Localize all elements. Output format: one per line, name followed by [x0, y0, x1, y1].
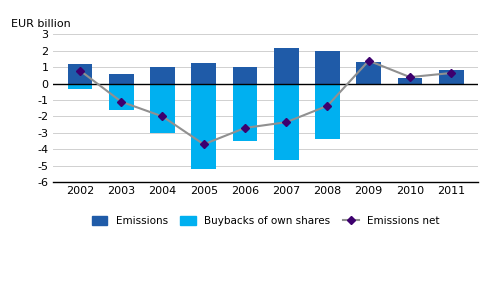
Bar: [150, 67, 175, 84]
Bar: [233, 67, 257, 84]
Bar: [68, 84, 92, 89]
Bar: [274, 48, 299, 84]
Bar: [439, 70, 463, 84]
Bar: [356, 62, 381, 84]
Bar: [233, 84, 257, 141]
Bar: [150, 84, 175, 133]
Legend: Emissions, Buybacks of own shares, Emissions net: Emissions, Buybacks of own shares, Emiss…: [88, 211, 444, 230]
Bar: [191, 63, 216, 84]
Bar: [68, 64, 92, 84]
Bar: [109, 74, 134, 84]
Bar: [397, 78, 423, 84]
Bar: [315, 51, 340, 84]
Text: EUR billion: EUR billion: [11, 18, 70, 29]
Bar: [274, 84, 299, 160]
Bar: [439, 84, 463, 85]
Bar: [315, 84, 340, 140]
Bar: [191, 84, 216, 169]
Bar: [109, 84, 134, 110]
